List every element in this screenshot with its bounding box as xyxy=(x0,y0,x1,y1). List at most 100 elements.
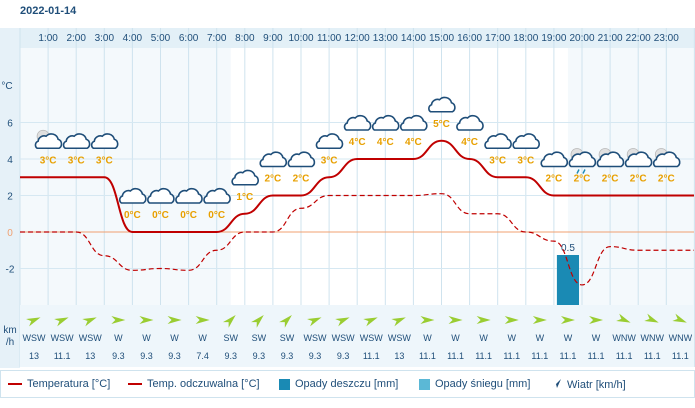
temperature-label: 3°C xyxy=(68,155,85,166)
hour-label: 16:00 xyxy=(457,33,482,44)
temperature-label: 2°C xyxy=(574,174,591,185)
wind-arrow-shape xyxy=(672,313,687,323)
wind-arrow-shape xyxy=(279,315,292,328)
cloud-shape xyxy=(287,151,316,168)
cloud-shape xyxy=(315,133,344,150)
wind-direction-label: W xyxy=(564,333,573,343)
legend-feels-like: Temp. odczuwalna [°C] xyxy=(128,378,260,390)
legend-rain-label: Opady deszczu [mm] xyxy=(295,378,399,390)
temperature-label: 4°C xyxy=(377,137,394,148)
wind-speed-label: 9.3 xyxy=(140,351,153,361)
cloudy-icon xyxy=(287,151,316,168)
wind-speed-label: 9.3 xyxy=(112,351,125,361)
legend-snow: Opady śniegu [mm] xyxy=(419,378,530,390)
hour-label: 11:00 xyxy=(317,33,342,44)
wind-direction-label: WSW xyxy=(360,333,383,343)
hour-label: 1:00 xyxy=(38,33,58,44)
cloud-shape xyxy=(540,151,569,168)
wind-arrow-shape xyxy=(26,317,41,327)
wind-arrow-shape xyxy=(139,316,154,324)
temperature-label: 3°C xyxy=(96,155,113,166)
wind-arrow-shape xyxy=(363,317,378,327)
wind-speed-label: 11.1 xyxy=(447,351,464,361)
wind-direction-label: SW xyxy=(224,333,239,343)
cloudy-icon xyxy=(343,114,372,131)
legend-temperature: Temperatura [°C] xyxy=(8,378,110,390)
hour-label: 15:00 xyxy=(429,33,454,44)
wind-arrow-icon xyxy=(111,316,126,324)
wind-speed-label: 11.1 xyxy=(616,351,633,361)
wind-arrow-shape xyxy=(82,317,97,327)
wind-speed-label: 11.1 xyxy=(531,351,548,361)
wind-arrow-icon xyxy=(335,317,350,327)
cloudy-icon xyxy=(175,187,203,204)
wind-speed-label: 11.1 xyxy=(363,351,380,361)
wind-unit-label: /h xyxy=(6,337,14,348)
cloudy-icon xyxy=(315,133,344,150)
wind-direction-label: WSW xyxy=(332,333,355,343)
hour-label: 4:00 xyxy=(123,33,143,44)
legend-feels-like-swatch xyxy=(128,383,142,386)
wind-direction-label: W xyxy=(536,333,545,343)
cloud-shape xyxy=(175,187,203,204)
wind-arrow-icon xyxy=(26,317,41,327)
wind-direction-label: WNW xyxy=(641,333,665,343)
wind-direction-label: W xyxy=(170,333,179,343)
hour-label: 8:00 xyxy=(235,33,255,44)
temperature-label: 4°C xyxy=(461,137,478,148)
wind-arrow-icon xyxy=(54,317,69,327)
cloud-shape xyxy=(371,114,400,131)
wind-arrow-icon xyxy=(504,316,519,324)
wind-arrow-shape xyxy=(616,313,631,323)
temperature-label: 3°C xyxy=(321,155,338,166)
cloud-shape xyxy=(231,169,259,186)
cloudy-icon xyxy=(371,114,400,131)
wind-row-background xyxy=(20,305,694,367)
legend: Temperatura [°C] Temp. odczuwalna [°C] O… xyxy=(0,370,695,398)
forecast-chart: 1:00 2:00 3:00 4:00 5:00 6:00 7:00 8:00 9:00 10:0… xyxy=(0,28,695,368)
wind-direction-label: SW xyxy=(280,333,295,343)
cloud-shape xyxy=(34,133,63,150)
temperature-label: 2°C xyxy=(293,174,310,185)
y-tick-label: 0 xyxy=(7,228,13,239)
wind-direction-label: WSW xyxy=(388,333,411,343)
hour-label: 9:00 xyxy=(263,33,283,44)
legend-wind: Wiatr [km/h] xyxy=(551,378,626,392)
cloudy-icon xyxy=(231,169,259,186)
wind-speed-label: 9.3 xyxy=(281,351,294,361)
feels-like-line xyxy=(19,193,694,286)
wind-arrow-icon xyxy=(82,317,97,327)
wind-direction-label: W xyxy=(592,333,601,343)
cloud-shape xyxy=(90,133,119,150)
wind-arrow-shape xyxy=(167,316,182,324)
y-tick-label: 6 xyxy=(7,119,13,130)
wind-speed-label: 11.1 xyxy=(644,351,661,361)
legend-wind-label: Wiatr [km/h] xyxy=(567,378,626,391)
cloudy-icon xyxy=(512,133,540,150)
wind-arrow-shape xyxy=(532,316,547,324)
temperature-label: 0°C xyxy=(180,210,197,221)
wind-speed-label: 9.3 xyxy=(253,351,266,361)
temperature-label: 2°C xyxy=(265,174,282,185)
rain-drop xyxy=(582,169,586,174)
hour-label: 2:00 xyxy=(66,33,86,44)
wind-speed-label: 13 xyxy=(85,351,95,361)
hour-label: 3:00 xyxy=(95,33,115,44)
wind-arrow-shape xyxy=(504,316,519,324)
cloudy-icon xyxy=(484,133,512,150)
hour-label: 12:00 xyxy=(345,33,370,44)
wind-arrow-icon xyxy=(363,317,378,327)
legend-temperature-swatch xyxy=(8,383,22,386)
night-cloudy-icon xyxy=(652,148,681,168)
cloudy-icon xyxy=(118,187,147,204)
cloud-shape xyxy=(259,151,288,168)
wind-arrow-icon xyxy=(589,316,604,324)
hour-label: 22:00 xyxy=(626,33,651,44)
night-cloudy-icon xyxy=(624,148,653,168)
temperature-label: 0°C xyxy=(124,210,141,221)
wind-speed-label: 9.3 xyxy=(224,351,237,361)
hour-label: 17:00 xyxy=(485,33,510,44)
rain-drop xyxy=(576,169,580,174)
wind-direction-label: WSW xyxy=(51,333,74,343)
